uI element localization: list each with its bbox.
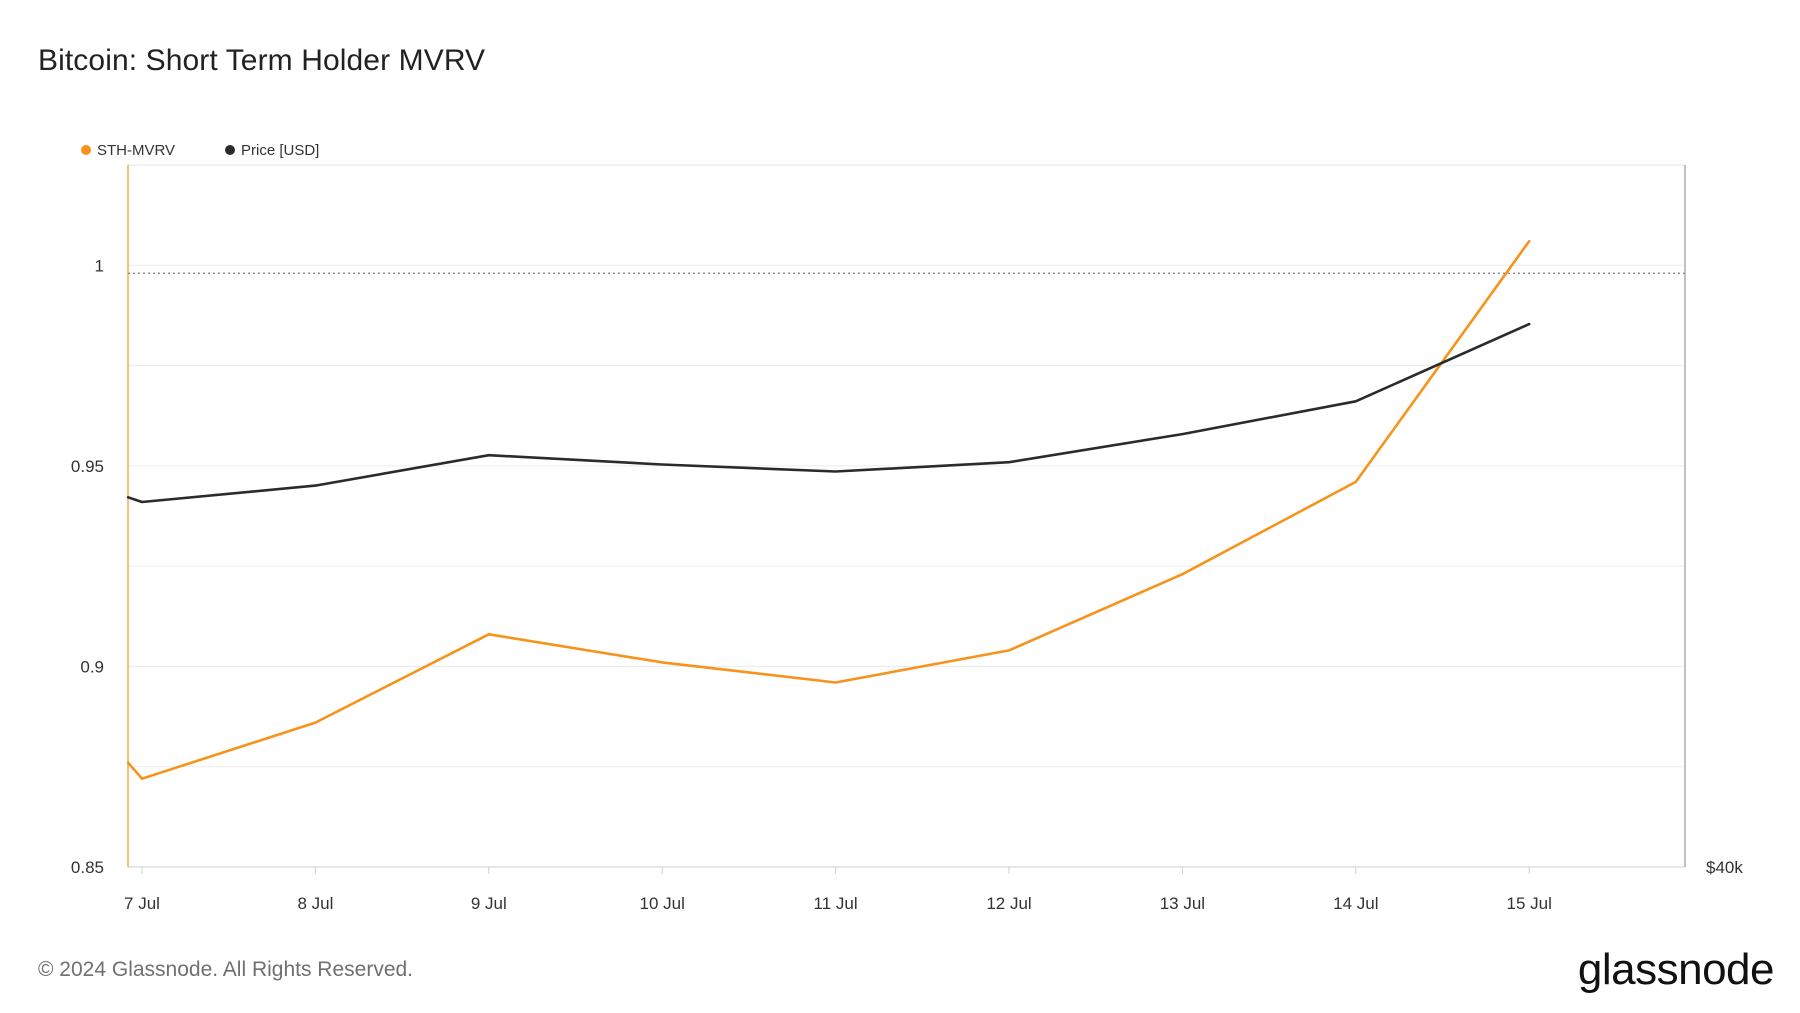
legend-label: STH-MVRV: [97, 142, 175, 159]
footer-copyright: © 2024 Glassnode. All Rights Reserved.: [38, 958, 414, 981]
plot-frame: [127, 164, 1686, 868]
x-tick-label: 7 Jul: [124, 894, 160, 913]
y-tick-label: 0.95: [71, 457, 104, 476]
chart-title: Bitcoin: Short Term Holder MVRV: [38, 44, 486, 77]
series-lines: [126, 239, 1531, 781]
y-tick-label: 0.9: [80, 657, 104, 676]
y-axis-right: $40k: [1706, 858, 1743, 877]
legend-marker-sth-mvrv: [81, 145, 91, 155]
series-line-price-usd: [126, 322, 1531, 504]
x-tick-label: 12 Jul: [986, 894, 1031, 913]
x-tick-label: 11 Jul: [814, 894, 858, 913]
x-tick-label: 15 Jul: [1507, 894, 1552, 913]
x-tick-label: 9 Jul: [471, 894, 507, 913]
x-tick-label: 10 Jul: [640, 894, 685, 913]
y-right-tick-label: $40k: [1706, 858, 1743, 877]
glassnode-logo: glassnode: [1577, 945, 1775, 994]
x-tick-label: 13 Jul: [1160, 894, 1205, 913]
y-tick-label: 1: [95, 256, 104, 275]
y-axis-left: 0.85 0.9 0.95 1: [71, 256, 104, 877]
x-tick-label: 8 Jul: [297, 894, 333, 913]
x-axis: 7 Jul 8 Jul 9 Jul 10 Jul 11 Jul 12 Jul 13 Jul 1…: [124, 867, 1552, 913]
x-tick-label: 14 Jul: [1333, 894, 1378, 913]
series-line-sth-mvrv: [126, 239, 1531, 781]
grid-lines: [128, 264, 1685, 768]
legend-label: Price [USD]: [241, 142, 319, 159]
y-tick-label: 0.85: [71, 858, 104, 877]
legend: STH-MVRV Price [USD]: [81, 142, 319, 159]
legend-marker-price: [225, 145, 235, 155]
